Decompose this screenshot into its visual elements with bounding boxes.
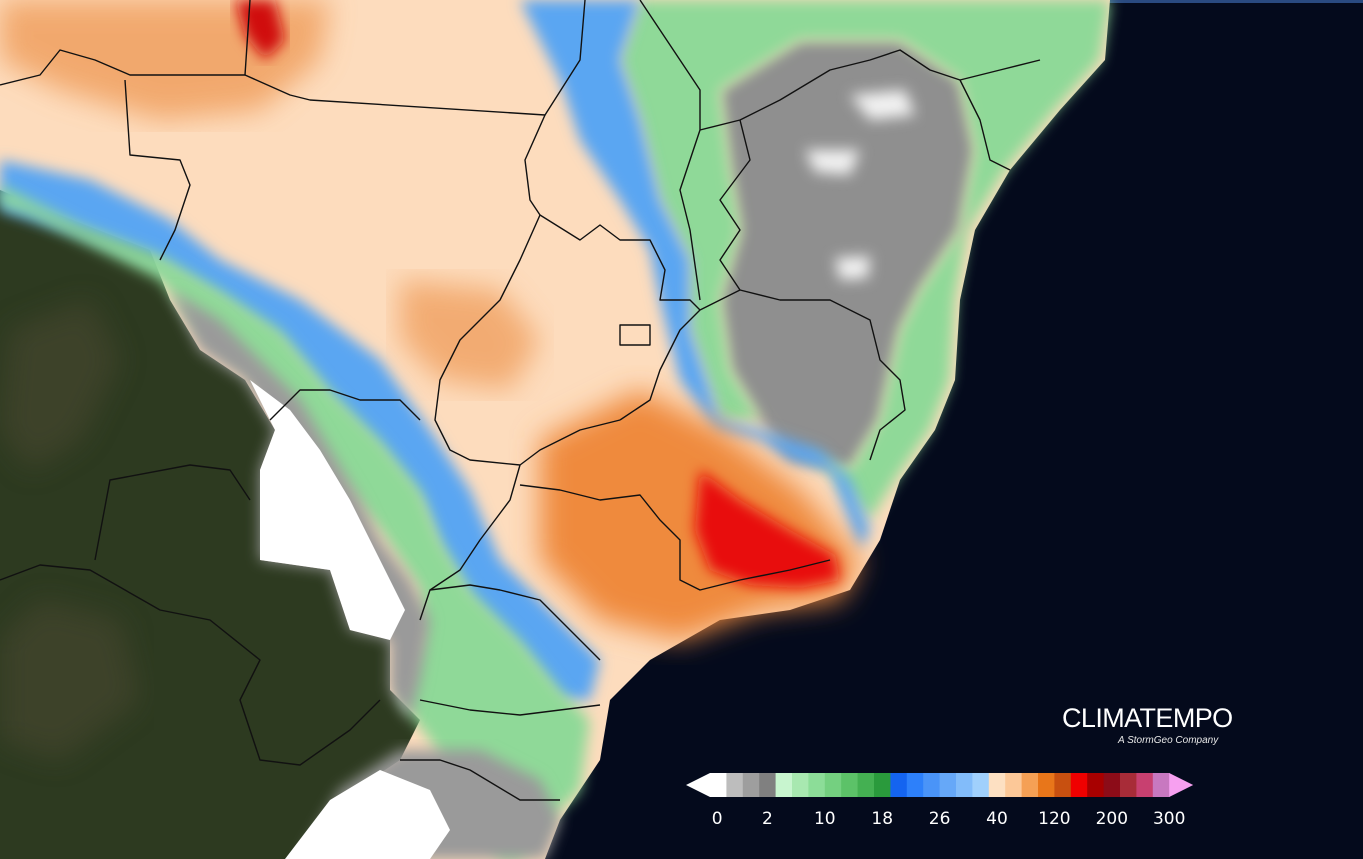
legend-swatch xyxy=(808,773,826,797)
dry-area-west-white xyxy=(250,380,405,640)
legend-tick-label: 10 xyxy=(814,809,836,829)
legend-tick-label: 18 xyxy=(871,809,893,829)
legend-swatch xyxy=(874,773,891,797)
legend-tick-label: 40 xyxy=(986,809,1008,829)
brand-name: CLIMATEMPO xyxy=(1062,703,1233,733)
legend-swatch xyxy=(956,773,973,797)
legend-swatch xyxy=(1005,773,1022,797)
legend-swatch xyxy=(726,773,744,797)
legend-swatch xyxy=(1038,773,1055,797)
state-boundaries xyxy=(0,0,1041,801)
legend-swatch xyxy=(1087,773,1104,797)
legend-arrow-left xyxy=(686,773,710,797)
dry-area-white-patches xyxy=(805,90,915,280)
red-core xyxy=(695,470,840,588)
legend-swatch xyxy=(1152,773,1170,797)
legend-tick-label: 120 xyxy=(1038,809,1070,829)
legend-swatch xyxy=(775,773,793,797)
brand-tagline: A StormGeo Company xyxy=(1118,735,1219,746)
precipitation-legend: 0 2 10 18 26 40 120 200 300 xyxy=(686,773,1194,829)
legend-tick-label: 0 xyxy=(712,809,723,829)
climatempo-logo: CLIMATEMPO A StormGeo Company xyxy=(1062,702,1262,752)
green-band-west xyxy=(0,185,590,859)
red-core-north xyxy=(235,0,285,60)
legend-swatch xyxy=(857,773,875,797)
legend-ticks: 0 2 10 18 26 40 120 200 300 xyxy=(712,809,1186,829)
legend-swatch xyxy=(923,773,940,797)
legend-swatch xyxy=(1021,773,1039,797)
legend-swatch xyxy=(890,773,908,797)
legend-swatch xyxy=(841,773,858,797)
legend-swatch xyxy=(742,773,760,797)
legend-swatch xyxy=(710,773,727,797)
green-band-east xyxy=(620,0,1110,520)
blue-band-central xyxy=(520,0,870,550)
legend-tick-label: 200 xyxy=(1096,809,1128,829)
land-satellite-light xyxy=(0,300,140,760)
legend-swatch xyxy=(1054,773,1072,797)
legend-swatch xyxy=(1136,773,1154,797)
legend-tick-label: 2 xyxy=(762,809,773,829)
legend-tick-label: 26 xyxy=(929,809,951,829)
legend-swatch xyxy=(824,773,842,797)
legend-arrow-right xyxy=(1169,773,1194,797)
legend-swatch xyxy=(792,773,809,797)
legend-swatch xyxy=(906,773,924,797)
dry-area-south-white xyxy=(285,770,450,859)
legend-swatch xyxy=(1070,773,1088,797)
legend-swatch xyxy=(759,773,776,797)
dry-area-northeast xyxy=(720,40,975,470)
legend-swatch xyxy=(972,773,990,797)
orange-central xyxy=(400,280,540,390)
legend-tick-label: 300 xyxy=(1153,809,1185,829)
legend-swatch xyxy=(939,773,957,797)
legend-swatch xyxy=(988,773,1006,797)
legend-swatches xyxy=(686,773,1194,797)
legend-swatch xyxy=(1103,773,1121,797)
legend-swatch xyxy=(1120,773,1137,797)
